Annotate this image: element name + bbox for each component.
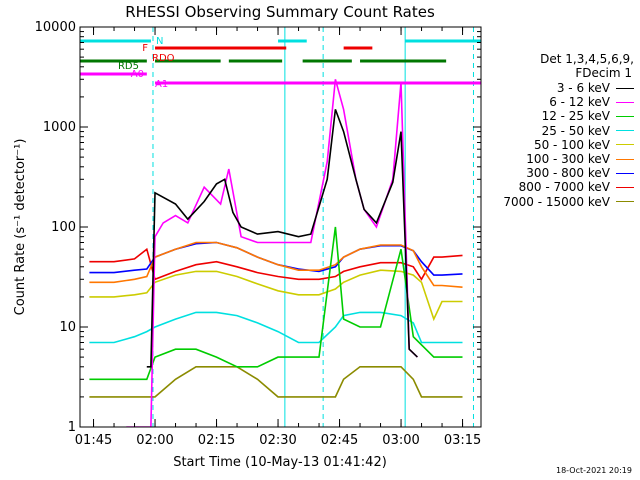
legend-header-line-1: Det 1,3,4,5,6,9, xyxy=(540,52,634,66)
y-tick-label: 100 xyxy=(51,220,76,235)
legend-item: 12 - 25 keV xyxy=(542,109,634,123)
legend-item-label: 800 - 7000 keV xyxy=(518,180,610,195)
legend-item-label: 300 - 800 keV xyxy=(526,166,610,181)
legend-item-swatch xyxy=(616,201,634,203)
legend-item: 50 - 100 keV xyxy=(534,138,634,152)
vertical-markers xyxy=(79,27,474,427)
x-tick-label: 01:45 xyxy=(75,433,112,448)
y-axis-label: Count Rate (s⁻¹ detector⁻¹) xyxy=(13,139,28,316)
series-line-6-12keV xyxy=(126,79,418,427)
y-tick-label: 1 xyxy=(68,420,76,435)
x-tick-label: 02:00 xyxy=(136,433,173,448)
legend-header-line-2: FDecim 1 xyxy=(575,66,632,80)
series-line-7000-15000keV xyxy=(89,365,463,398)
x-tick-label: 02:45 xyxy=(321,433,358,448)
legend-item: 6 - 12 keV xyxy=(549,95,634,109)
legend-item-swatch xyxy=(616,115,634,117)
plot-frame xyxy=(79,26,482,428)
series-line-12-25keV xyxy=(89,226,463,381)
y-tick-label: 10000 xyxy=(35,20,76,35)
x-axis-label: Start Time (10-May-13 01:41:42) xyxy=(173,455,387,470)
series-line-3-6keV xyxy=(146,109,418,368)
flag-label-f: F xyxy=(142,43,148,54)
series-line-100-300keV xyxy=(89,241,463,288)
legend-item: 3 - 6 keV xyxy=(557,81,634,95)
series-lines xyxy=(89,79,463,427)
flag-label-n: N xyxy=(156,36,163,47)
chart-title: RHESSI Observing Summary Count Rates xyxy=(125,3,435,21)
flag-label-rdo: RDO xyxy=(152,53,175,64)
legend-item-swatch xyxy=(616,172,634,174)
flag-label-a0: A0 xyxy=(131,69,144,80)
flag-label-a1: A1 xyxy=(155,79,168,90)
x-tick-label: 02:30 xyxy=(259,433,296,448)
y-tick-label: 1000 xyxy=(43,120,76,135)
legend-item: 800 - 7000 keV xyxy=(519,180,634,194)
legend-item: 300 - 800 keV xyxy=(526,166,634,180)
legend-item: 100 - 300 keV xyxy=(526,152,634,166)
legend-item: 7000 - 15000 keV xyxy=(503,195,634,209)
x-tick-label: 03:15 xyxy=(444,433,481,448)
legend-item: 25 - 50 keV xyxy=(542,124,634,138)
legend-item-swatch xyxy=(616,144,634,146)
footer-date: 18-Oct-2021 20:19 xyxy=(556,466,632,475)
series-line-800-7000keV xyxy=(89,247,463,281)
legend-item-label: 6 - 12 keV xyxy=(549,95,610,110)
legend-item-swatch xyxy=(616,87,634,89)
legend-item-label: 12 - 25 keV xyxy=(541,109,610,124)
legend-item-label: 25 - 50 keV xyxy=(541,123,610,138)
flag-label-rd5: RD5 xyxy=(118,61,139,72)
legend-item-label: 50 - 100 keV xyxy=(533,137,610,152)
y-tick-label: 10 xyxy=(59,320,76,335)
legend-item-swatch xyxy=(616,158,634,160)
legend-item-label: 3 - 6 keV xyxy=(556,81,610,95)
legend-item-swatch xyxy=(616,101,634,103)
legend-item-label: 7000 - 15000 keV xyxy=(503,194,610,209)
legend-item-swatch xyxy=(616,130,634,132)
x-tick-label: 02:15 xyxy=(198,433,235,448)
legend-item-label: 100 - 300 keV xyxy=(526,152,610,166)
axes: 1 10 100 1000 10000 01:45 02:00 02:15 02:30 02:45… xyxy=(35,20,482,448)
series-line-25-50keV xyxy=(89,311,463,344)
x-tick-label: 03:00 xyxy=(382,433,419,448)
legend-item-swatch xyxy=(616,186,634,188)
